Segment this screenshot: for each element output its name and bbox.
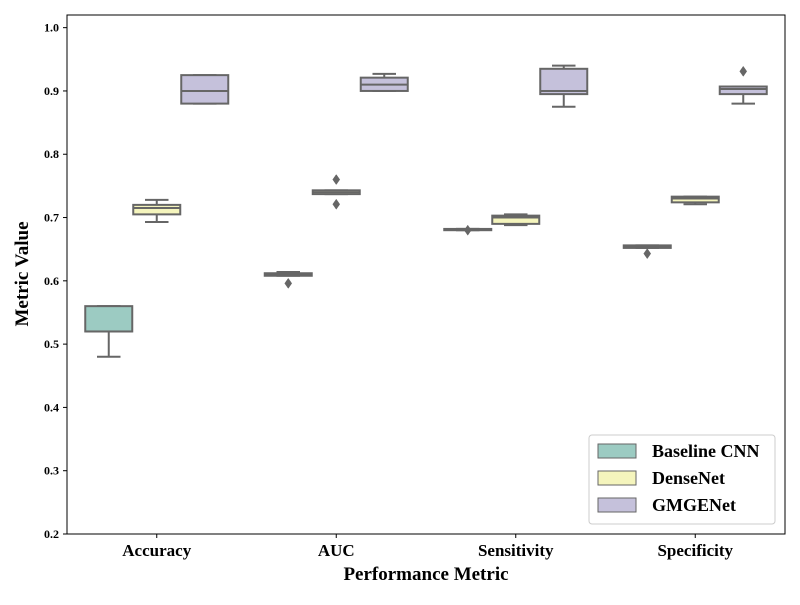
box-densenet-accuracy [132,198,182,223]
box-body [491,214,541,225]
outlier-point [284,277,293,289]
y-tick-label: 0.6 [44,274,59,288]
box-body [132,203,182,216]
y-tick-label: 0.3 [44,464,59,478]
box-gmgenet-accuracy [180,74,230,105]
box-baseline-cnn-specificity [622,244,672,260]
box-densenet-auc [311,174,361,210]
box-baseline-cnn-sensitivity [443,224,493,236]
y-tick-label: 0.7 [44,211,59,225]
y-tick-label: 0.4 [44,400,59,414]
box-body [180,74,230,105]
legend-swatch [597,470,637,486]
outlier-point [739,65,748,77]
box-body [84,305,134,333]
legend-swatch [597,443,637,459]
x-tick-label: Accuracy [122,541,191,560]
x-tick-label: AUC [318,541,355,560]
box-body [539,67,589,96]
y-tick-label: 0.2 [44,527,59,541]
box-baseline-cnn-accuracy [84,305,134,358]
x-tick-label: Sensitivity [478,541,554,560]
outlier-point [332,198,341,210]
outlier-point [332,174,341,185]
box-gmgenet-specificity [718,65,768,105]
y-tick-label: 0.5 [44,337,59,351]
y-tick-label: 0.9 [44,84,59,98]
x-axis: Accuracy AUC Sensitivity Specificity [122,534,734,560]
box-densenet-sensitivity [491,213,541,227]
x-tick-label: Specificity [657,541,733,560]
legend-label: GMGENet [652,495,736,515]
y-tick-label: 0.8 [44,147,59,161]
legend-swatch [597,497,637,513]
legend-label: DenseNet [652,468,725,488]
x-axis-title: Performance Metric [343,564,508,585]
box-gmgenet-sensitivity [539,64,589,108]
box-densenet-specificity [670,195,720,206]
box-gmgenet-auc [359,72,409,92]
y-axis: 0.2 0.3 0.4 0.5 0.6 0.7 0.8 0.9 1.0 [44,21,67,541]
legend-label: Baseline CNN [652,441,760,461]
y-axis-title: Metric Value [12,221,33,326]
y-tick-label: 1.0 [44,21,59,35]
box-body [718,85,768,96]
box-series-group [84,64,768,358]
outlier-point [463,224,472,236]
outlier-point [643,248,652,260]
box-baseline-cnn-auc [263,270,313,289]
legend: Baseline CNN DenseNet GMGENet [588,434,776,525]
